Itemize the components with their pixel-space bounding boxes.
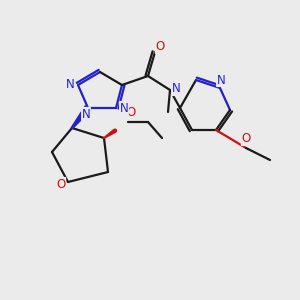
Text: O: O [155, 40, 165, 53]
Text: N: N [120, 101, 128, 115]
Text: N: N [66, 77, 74, 91]
Polygon shape [71, 106, 91, 128]
Text: O: O [126, 106, 136, 119]
Text: N: N [172, 82, 180, 95]
Text: O: O [56, 178, 66, 190]
Text: N: N [217, 74, 225, 86]
Text: N: N [82, 107, 90, 121]
Text: O: O [242, 133, 250, 146]
